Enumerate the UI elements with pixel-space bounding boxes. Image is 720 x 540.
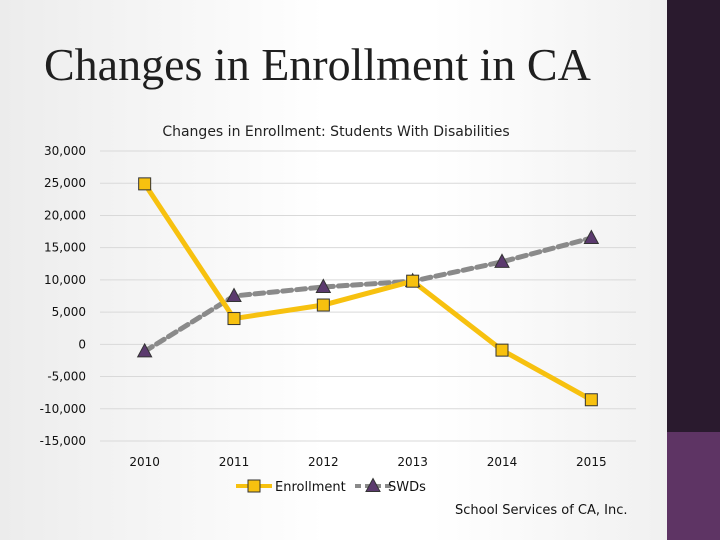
sidebar-decoration-accent <box>667 432 720 540</box>
y-tick-label: 15,000 <box>44 241 86 255</box>
x-tick-label: 2012 <box>308 455 339 469</box>
y-tick-label: -5,000 <box>47 370 86 384</box>
y-tick-label: 5,000 <box>52 305 86 319</box>
data-point-enrollment <box>227 312 241 326</box>
y-tick-label: 0 <box>78 337 86 351</box>
sidebar-decoration-dark <box>667 0 720 432</box>
chart-gridlines <box>100 150 636 442</box>
data-point-enrollment <box>495 343 509 357</box>
x-tick-label: 2011 <box>219 455 250 469</box>
footer-source: School Services of CA, Inc. <box>455 503 628 518</box>
data-point-swds <box>226 287 242 302</box>
x-tick-label: 2014 <box>487 455 518 469</box>
legend-label: Enrollment <box>275 480 346 495</box>
data-point-swds <box>315 278 332 293</box>
x-tick-label: 2013 <box>397 455 428 469</box>
chart-series <box>136 177 600 407</box>
data-point-enrollment <box>406 274 420 288</box>
x-tick-label: 2010 <box>129 455 160 469</box>
y-tick-label: 25,000 <box>44 176 86 190</box>
data-point-swds <box>583 229 600 244</box>
series-line-enrollment <box>142 181 594 403</box>
y-tick-label: -10,000 <box>40 402 86 416</box>
chart-title: Changes in Enrollment: Students With Dis… <box>162 124 509 140</box>
data-point-enrollment <box>316 298 330 312</box>
x-axis: 2010 2011 2012 2013 2014 2015 <box>129 455 606 469</box>
y-tick-label: -15,000 <box>40 434 86 448</box>
legend-swatch-marker <box>365 477 381 492</box>
data-point-swds <box>494 253 510 268</box>
x-tick-label: 2015 <box>576 455 607 469</box>
data-point-enrollment <box>584 393 598 407</box>
data-point-swds <box>136 342 153 358</box>
y-tick-label: 10,000 <box>44 273 86 287</box>
slide-title: Changes in Enrollment in CA <box>44 39 591 90</box>
y-axis: 30,000 25,000 20,000 15,000 10,000 5,000 0 -5,0… <box>40 144 86 448</box>
y-tick-label: 30,000 <box>44 144 86 158</box>
y-tick-label: 20,000 <box>44 208 86 222</box>
legend-label: SWDs <box>388 480 426 495</box>
legend-swatch-marker <box>247 479 261 493</box>
data-point-enrollment <box>138 177 152 191</box>
chart-legend: Enrollment SWDs <box>236 477 426 495</box>
series-line-swds <box>142 235 594 354</box>
